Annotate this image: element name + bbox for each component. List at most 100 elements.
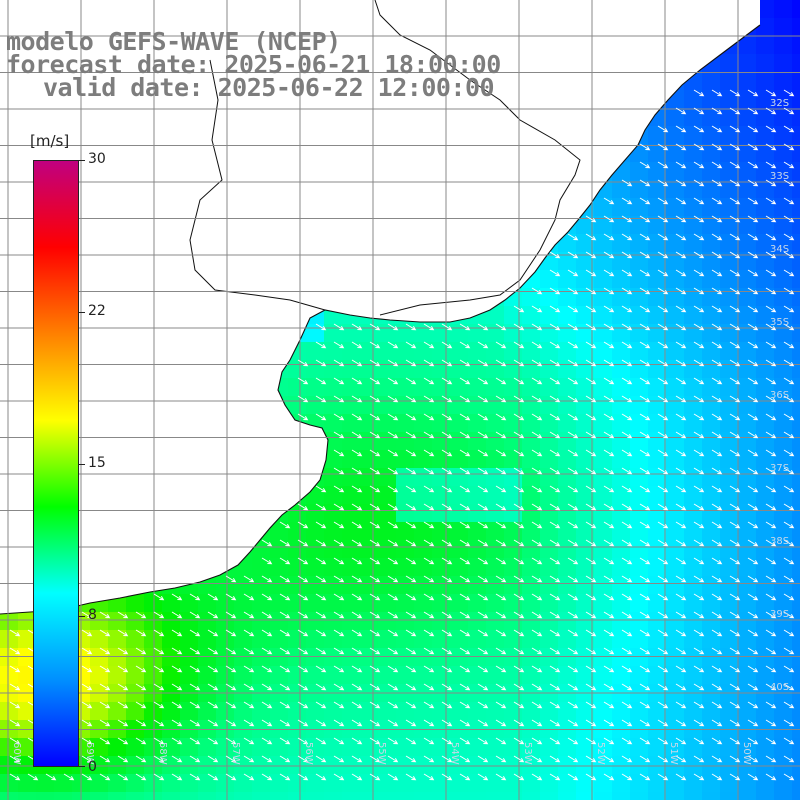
- wind-cell: [666, 702, 684, 720]
- wind-arrow: [765, 233, 777, 241]
- wind-arrow: [567, 449, 579, 457]
- wind-arrow: [765, 665, 777, 673]
- wind-arrow: [459, 629, 471, 637]
- wind-arrow: [459, 467, 471, 475]
- wind-arrow: [729, 179, 741, 187]
- wind-cell: [468, 594, 486, 612]
- wind-arrow: [495, 683, 507, 691]
- wind-cell: [108, 792, 126, 800]
- wind-arrow: [639, 719, 651, 727]
- wind-cell: [504, 540, 522, 558]
- wind-arrow: [423, 395, 435, 403]
- wind-cell: [468, 504, 486, 522]
- wind-cell: [576, 216, 594, 234]
- wind-arrow: [621, 323, 633, 331]
- wind-cell: [576, 738, 594, 756]
- wind-arrow: [351, 557, 363, 565]
- wind-cell: [738, 288, 756, 306]
- wind-arrow: [585, 701, 597, 709]
- wind-arrow: [243, 647, 255, 655]
- wind-cell: [396, 504, 414, 522]
- wind-arrow: [729, 359, 741, 367]
- wind-arrow: [351, 611, 363, 619]
- wind-arrow: [549, 359, 561, 367]
- wind-cell: [684, 504, 702, 522]
- wind-arrow: [729, 197, 741, 205]
- wind-arrow: [783, 611, 795, 619]
- wind-cell: [648, 378, 666, 396]
- wind-cell: [774, 702, 792, 720]
- wind-cell: [468, 378, 486, 396]
- wind-arrow: [387, 377, 399, 385]
- wind-cell: [414, 450, 432, 468]
- wind-arrow: [387, 629, 399, 637]
- wind-cell: [738, 234, 756, 252]
- wind-arrow: [585, 287, 597, 295]
- wind-arrow: [531, 449, 543, 457]
- wind-cell: [648, 594, 666, 612]
- wind-arrow: [495, 629, 507, 637]
- wind-arrow: [675, 251, 687, 259]
- wind-cell: [558, 594, 576, 612]
- wind-arrow: [405, 647, 417, 655]
- wind-arrow: [711, 179, 723, 187]
- wind-cell: [522, 774, 540, 792]
- wind-cell: [468, 540, 486, 558]
- wind-cell: [288, 630, 306, 648]
- wind-cell: [684, 108, 702, 126]
- wind-cell: [666, 540, 684, 558]
- wind-arrow: [387, 413, 399, 421]
- wind-arrow: [315, 413, 327, 421]
- wind-cell: [306, 558, 324, 576]
- wind-arrow: [495, 737, 507, 745]
- wind-arrow: [657, 287, 669, 295]
- wind-arrow: [747, 269, 759, 277]
- wind-cell: [540, 594, 558, 612]
- wind-cell: [612, 234, 630, 252]
- wind-cell: [684, 378, 702, 396]
- wind-arrow: [567, 467, 579, 475]
- wind-cell: [252, 630, 270, 648]
- wind-cell: [342, 792, 360, 800]
- wind-arrow: [81, 737, 93, 745]
- wind-arrow: [441, 773, 453, 781]
- wind-cell: [684, 666, 702, 684]
- wind-arrow: [621, 593, 633, 601]
- wind-cell: [288, 558, 306, 576]
- wind-cell: [18, 612, 36, 630]
- wind-cell: [594, 594, 612, 612]
- wind-arrow: [279, 629, 291, 637]
- wind-arrow: [243, 773, 255, 781]
- wind-cell: [648, 792, 666, 800]
- colorbar-tick-22: 22: [88, 303, 106, 319]
- wind-cell: [774, 72, 792, 90]
- wind-arrow: [171, 647, 183, 655]
- wind-cell: [756, 558, 774, 576]
- wind-cell: [198, 738, 216, 756]
- wind-arrow: [567, 521, 579, 529]
- wind-cell: [540, 288, 558, 306]
- latitude-label: 36S: [770, 390, 789, 401]
- wind-arrow: [783, 215, 795, 223]
- wind-arrow: [621, 179, 633, 187]
- wind-cell: [594, 558, 612, 576]
- wind-cell: [738, 774, 756, 792]
- wind-cell: [270, 666, 288, 684]
- wind-arrow: [711, 431, 723, 439]
- wind-cell: [594, 792, 612, 800]
- wind-cell: [702, 450, 720, 468]
- wind-arrow: [603, 251, 615, 259]
- wind-arrow: [693, 485, 705, 493]
- wind-cell: [774, 234, 792, 252]
- wind-arrow: [567, 629, 579, 637]
- wind-arrow: [693, 467, 705, 475]
- wind-cell: [522, 558, 540, 576]
- wind-arrow: [387, 575, 399, 583]
- wind-arrow: [261, 665, 273, 673]
- wind-cell: [630, 432, 648, 450]
- wind-cell: [558, 288, 576, 306]
- wind-cell: [378, 540, 396, 558]
- wind-arrow: [369, 467, 381, 475]
- wind-arrow: [117, 683, 129, 691]
- wind-cell: [720, 216, 738, 234]
